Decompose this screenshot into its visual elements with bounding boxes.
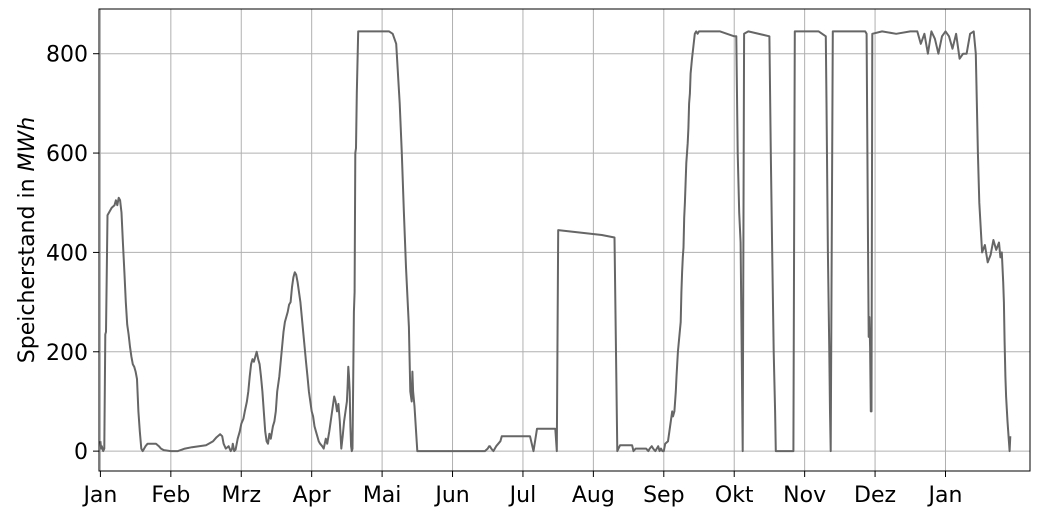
y-tick-label: 0 (74, 440, 88, 465)
plot-frame (98, 8, 1031, 472)
gridlines (99, 9, 1030, 471)
y-tick-label: 600 (46, 142, 88, 167)
x-tick-label: Mai (363, 483, 402, 508)
plot-background (99, 9, 1030, 471)
x-tick-label: Jun (433, 483, 469, 508)
series-line (99, 30, 1012, 453)
x-tick-label: Jan (927, 483, 963, 508)
x-tick-label: Apr (293, 483, 332, 508)
x-tick-label: Okt (715, 483, 754, 508)
x-tick-label: Jan (81, 483, 117, 508)
x-tick-label: Dez (854, 483, 896, 508)
x-tick-label: Sep (643, 483, 684, 508)
y-tick-label: 400 (46, 241, 88, 266)
y-tick-label: 800 (46, 43, 88, 68)
series-layer (99, 30, 1012, 453)
x-tick-label: Jul (508, 483, 537, 508)
y-axis-label: Speicherstand in MWh (15, 117, 40, 363)
x-axis: Jan Feb Mrz Apr Mai Jun Jul Aug Sep Okt Nov Dez Jan (81, 471, 962, 508)
y-axis-label-unit: MWh (15, 117, 40, 172)
y-tick-label: 200 (46, 341, 88, 366)
x-tick-label: Feb (151, 483, 190, 508)
x-tick-label: Aug (572, 483, 615, 508)
y-axis: 0 200 400 600 800 (46, 43, 99, 465)
x-tick-label: Mrz (221, 483, 261, 508)
x-tick-label: Nov (783, 483, 826, 508)
y-axis-label-prefix: Speicherstand in (15, 171, 40, 363)
